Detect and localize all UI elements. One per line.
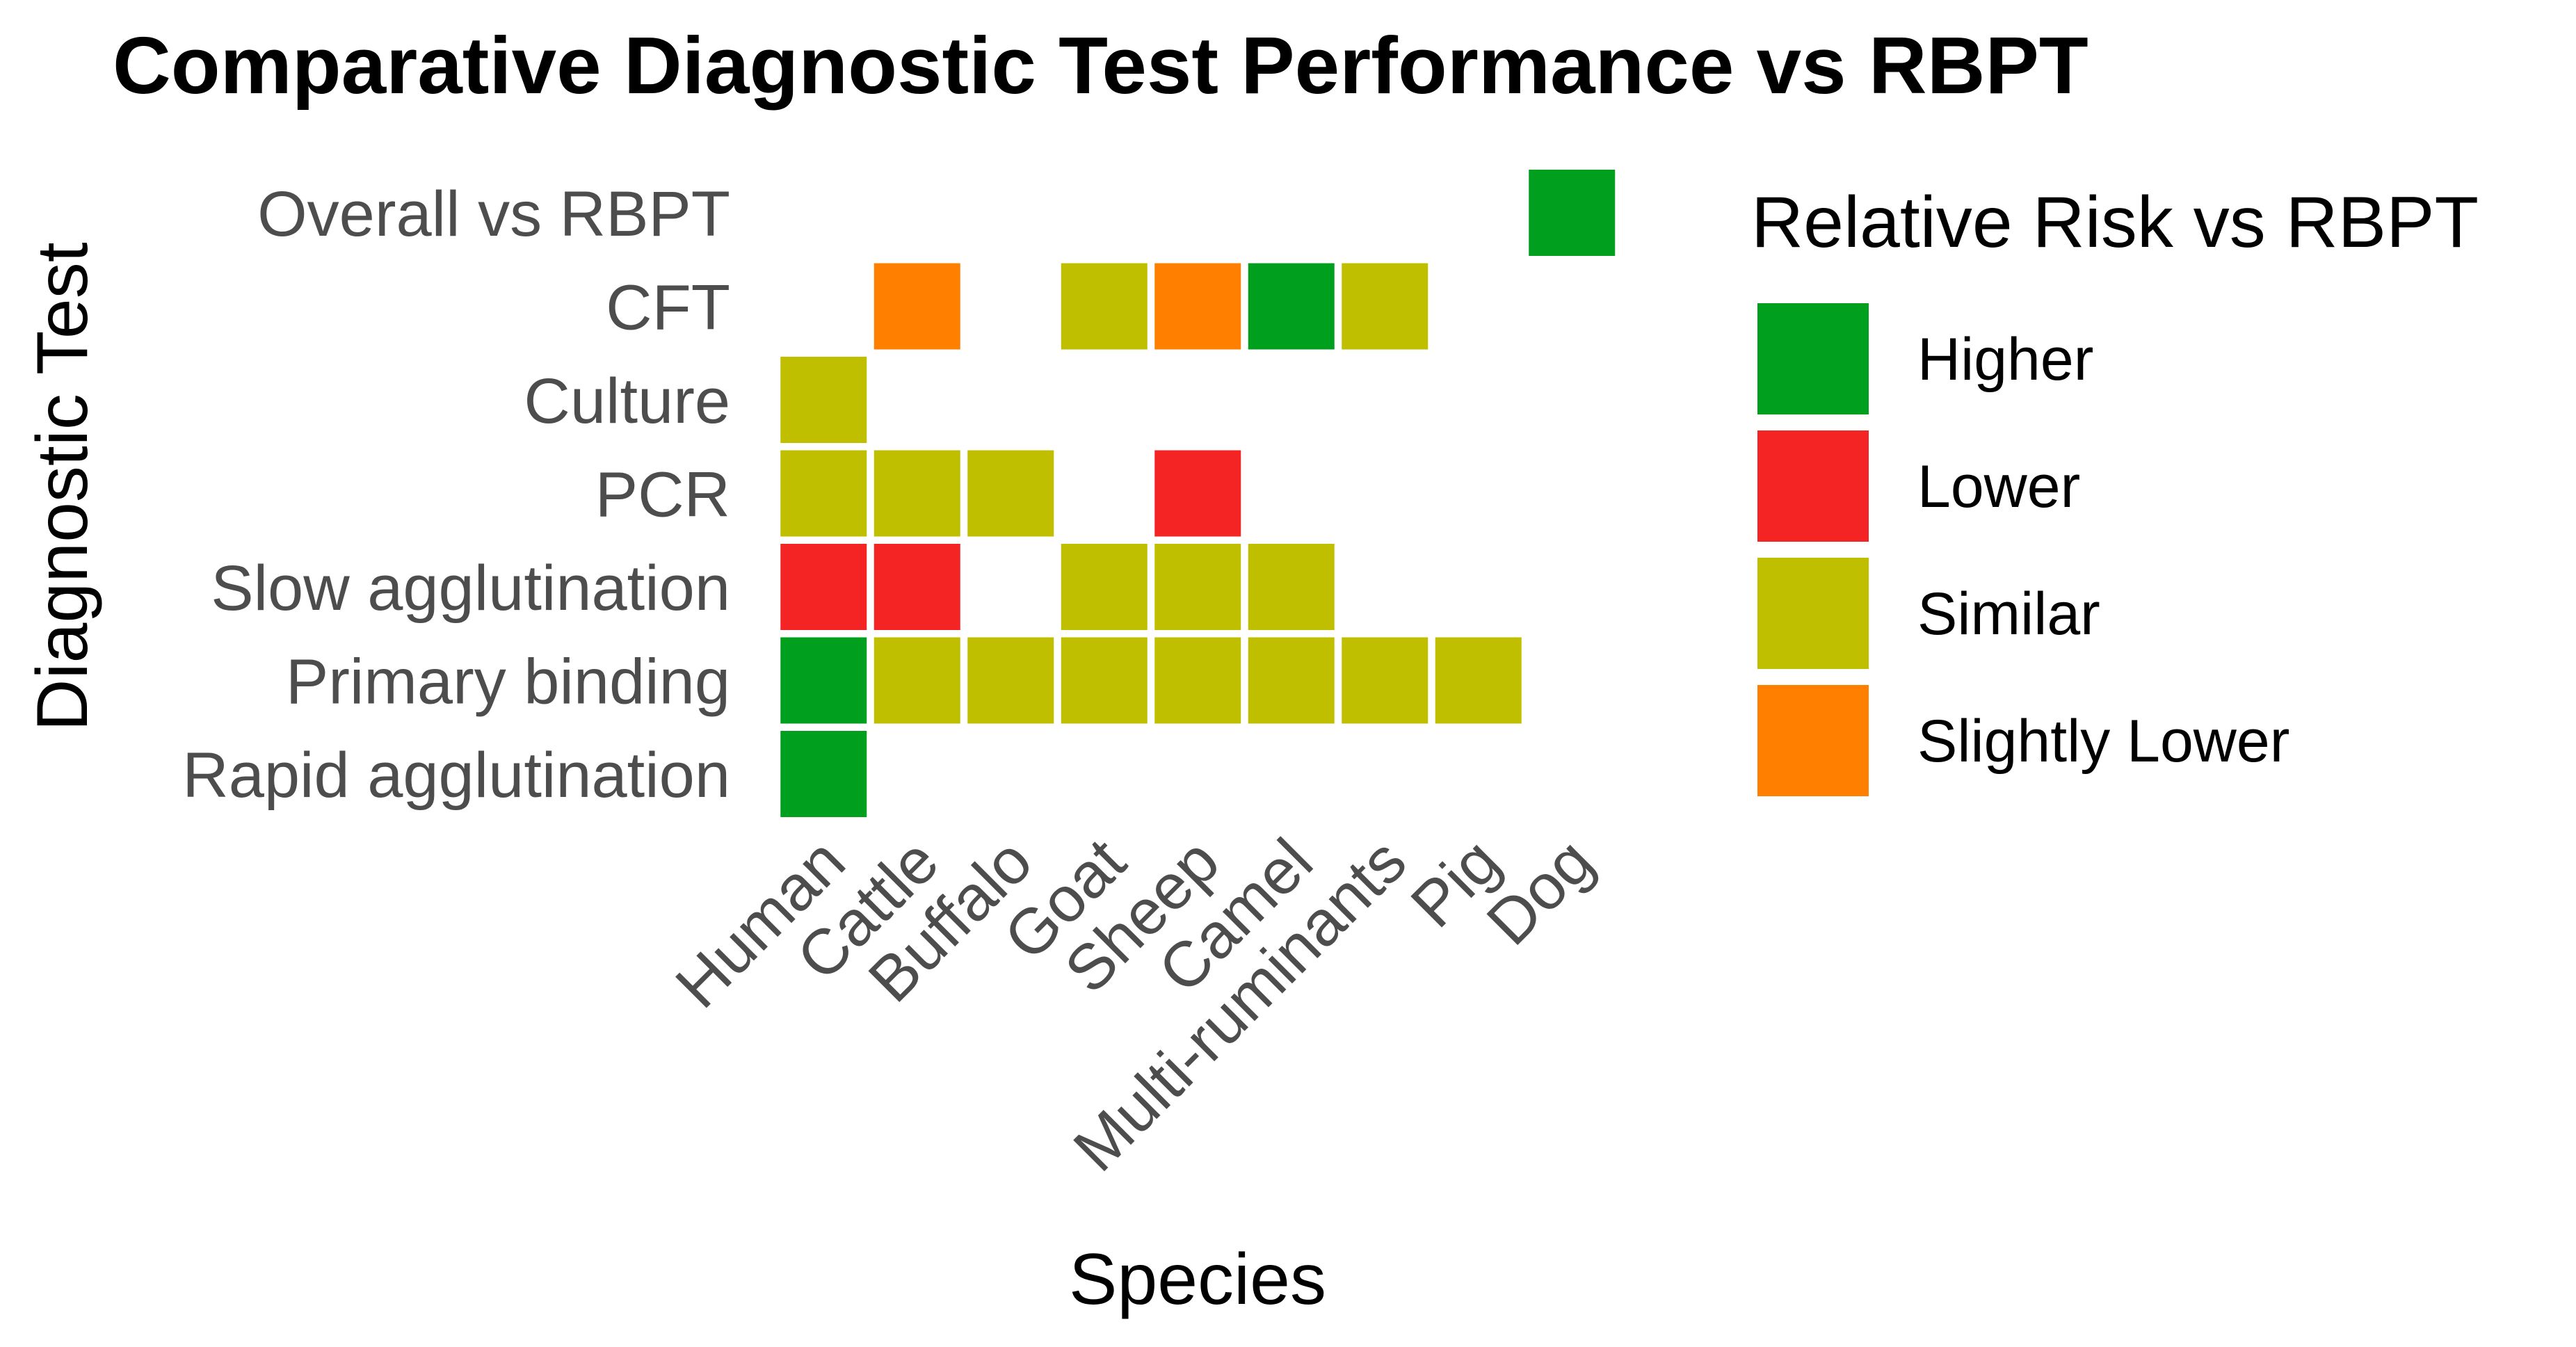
cell-primary-binding-pig (1435, 637, 1522, 724)
cell-pcr-cattle (874, 450, 960, 537)
cell-primary-binding-buffalo (967, 637, 1054, 724)
x-axis-title: Species (1069, 1239, 1326, 1320)
legend-key-lower (1757, 430, 1869, 542)
cell-cft-sheep (1154, 263, 1241, 350)
cell-cft-camel (1248, 263, 1335, 350)
cell-slow-agglutination-camel (1248, 544, 1335, 630)
chart-title: Comparative Diagnostic Test Performance … (113, 20, 2088, 111)
y-tick-cft: CFT (606, 273, 730, 344)
y-axis-title: Diagnostic Test (22, 242, 103, 731)
legend-title: Relative Risk vs RBPT (1751, 182, 2479, 263)
x-tick-dog: Dog (1474, 825, 1607, 958)
cell-pcr-human (780, 450, 867, 537)
y-tick-slow-agglutination: Slow agglutination (211, 553, 730, 624)
heatmap-cells (780, 170, 1616, 817)
cell-cft-multi-ruminants (1342, 263, 1428, 350)
cell-primary-binding-sheep (1154, 637, 1241, 724)
legend-key-similar (1757, 558, 1869, 669)
cell-pcr-buffalo (967, 450, 1054, 537)
cell-primary-binding-multi-ruminants (1342, 637, 1428, 724)
legend: Relative Risk vs RBPT Higher Lower Similar… (1751, 182, 2479, 796)
cell-slow-agglutination-cattle (874, 544, 960, 630)
cell-primary-binding-camel (1248, 637, 1335, 724)
cell-slow-agglutination-goat (1061, 544, 1148, 630)
y-tick-overall-vs-rbpt: Overall vs RBPT (257, 179, 730, 250)
x-axis-tick-labels: HumanCattleBuffaloGoatSheepCamelMulti-ru… (663, 825, 1607, 1185)
y-axis-tick-labels: Rapid agglutination Primary binding Slow a… (182, 179, 730, 811)
legend-label-slightly-lower: Slightly Lower (1917, 708, 2289, 775)
y-tick-primary-binding: Primary binding (286, 647, 730, 718)
legend-key-slightly-lower (1757, 685, 1869, 796)
cell-slow-agglutination-human (780, 544, 867, 630)
cell-primary-binding-human (780, 637, 867, 724)
cell-cft-cattle (874, 263, 960, 350)
cell-rapid-agglutination-human (780, 731, 867, 817)
cell-pcr-sheep (1154, 450, 1241, 537)
cell-slow-agglutination-sheep (1154, 544, 1241, 630)
legend-label-lower: Lower (1917, 453, 2080, 520)
legend-key-higher (1757, 303, 1869, 414)
y-tick-rapid-agglutination: Rapid agglutination (182, 740, 730, 811)
cell-cft-goat (1061, 263, 1148, 350)
cell-primary-binding-cattle (874, 637, 960, 724)
cell-primary-binding-goat (1061, 637, 1148, 724)
cell-culture-human (780, 357, 867, 443)
y-tick-culture: Culture (524, 366, 730, 437)
legend-label-similar: Similar (1917, 581, 2100, 647)
cell-overall-vs-rbpt-dog (1529, 170, 1616, 256)
y-tick-pcr: PCR (595, 460, 730, 531)
legend-label-higher: Higher (1917, 326, 2093, 393)
